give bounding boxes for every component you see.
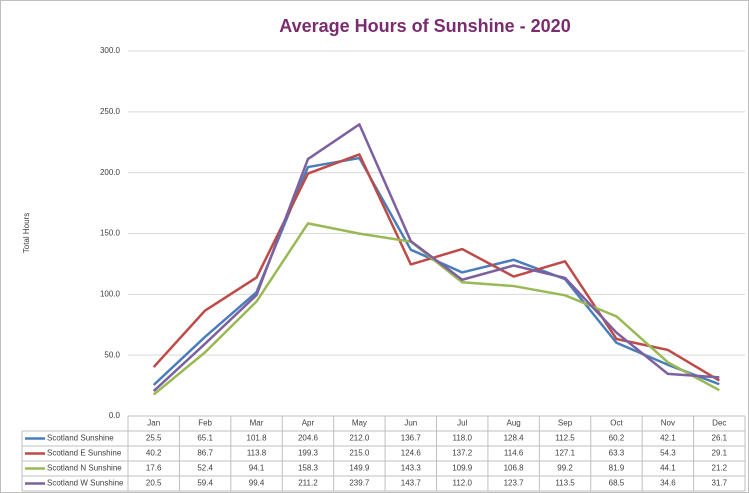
legend-label: Scotland E Sunshine	[47, 449, 122, 458]
x-tick-label: Jun	[404, 419, 417, 428]
table-cell: 99.2	[557, 464, 573, 473]
legend-label: Scotland W Sunshine	[47, 479, 124, 488]
x-tick-label: Dec	[712, 419, 726, 428]
table-cell: 136.7	[401, 434, 422, 443]
series-line	[152, 123, 720, 392]
table-cell: 124.6	[401, 449, 422, 458]
table-cell: 211.2	[298, 479, 318, 488]
table-cell: 25.5	[146, 434, 162, 443]
table-cell: 81.9	[609, 464, 625, 473]
y-tick-label: 150.0	[100, 229, 121, 238]
table-cell: 127.1	[555, 449, 576, 458]
y-tick-label: 50.0	[104, 350, 120, 359]
table-cell: 34.6	[660, 479, 676, 488]
table-cell: 26.1	[712, 434, 728, 443]
table-cell: 143.3	[401, 464, 422, 473]
x-tick-label: Jan	[147, 419, 160, 428]
table-cell: 118.0	[452, 434, 472, 443]
chart-title: Average Hours of Sunshine - 2020	[279, 16, 570, 36]
table-cell: 63.3	[609, 449, 625, 458]
x-tick-label: Feb	[198, 419, 212, 428]
table-cell: 112.5	[555, 434, 575, 443]
x-tick-label: May	[352, 419, 367, 428]
table-cell: 113.5	[555, 479, 575, 488]
table-cell: 86.7	[197, 449, 213, 458]
x-tick-label: Oct	[610, 419, 623, 428]
table-cell: 65.1	[197, 434, 213, 443]
y-tick-label: 200.0	[100, 168, 121, 177]
x-tick-label: Mar	[250, 419, 264, 428]
table-cell: 114.6	[504, 449, 524, 458]
legend-label: Scotland Sunshine	[47, 434, 114, 443]
table-cell: 199.3	[298, 449, 319, 458]
table-cell: 106.8	[504, 464, 525, 473]
table-cell: 40.2	[146, 449, 162, 458]
table-cell: 44.1	[660, 464, 676, 473]
x-tick-label: Jul	[457, 419, 467, 428]
table-cell: 123.7	[504, 479, 525, 488]
table-cell: 31.7	[712, 479, 728, 488]
table-cell: 52.4	[197, 464, 213, 473]
y-axis-label: Total Hours	[22, 213, 31, 253]
table-cell: 109.9	[452, 464, 473, 473]
y-tick-label: 0.0	[109, 411, 121, 420]
table-cell: 94.1	[249, 464, 265, 473]
x-tick-label: Aug	[507, 419, 521, 428]
table-cell: 101.8	[247, 434, 268, 443]
y-tick-label: 250.0	[100, 107, 121, 116]
table-cell: 42.1	[660, 434, 676, 443]
table-cell: 149.9	[349, 464, 370, 473]
y-tick-label: 300.0	[100, 46, 121, 55]
table-cell: 17.6	[146, 464, 162, 473]
table-cell: 60.2	[609, 434, 625, 443]
table-cell: 99.4	[249, 479, 265, 488]
table-cell: 143.7	[401, 479, 422, 488]
table-cell: 158.3	[298, 464, 319, 473]
table-cell: 239.7	[349, 479, 370, 488]
table-cell: 59.4	[197, 479, 213, 488]
table-cell: 54.3	[660, 449, 676, 458]
x-tick-label: Nov	[661, 419, 675, 428]
table-cell: 68.5	[609, 479, 625, 488]
x-tick-label: Apr	[302, 419, 315, 428]
y-tick-label: 100.0	[100, 289, 121, 298]
table-cell: 112.0	[452, 479, 472, 488]
table-cell: 21.2	[712, 464, 728, 473]
table-cell: 113.8	[247, 449, 267, 458]
table-cell: 212.0	[349, 434, 370, 443]
legend-label: Scotland N Sunshine	[47, 464, 122, 473]
table-cell: 20.5	[146, 479, 162, 488]
table-cell: 204.6	[298, 434, 319, 443]
table-cell: 215.0	[349, 449, 370, 458]
x-tick-label: Sep	[558, 419, 573, 428]
table-cell: 128.4	[504, 434, 525, 443]
table-cell: 137.2	[452, 449, 473, 458]
table-cell: 29.1	[712, 449, 728, 458]
